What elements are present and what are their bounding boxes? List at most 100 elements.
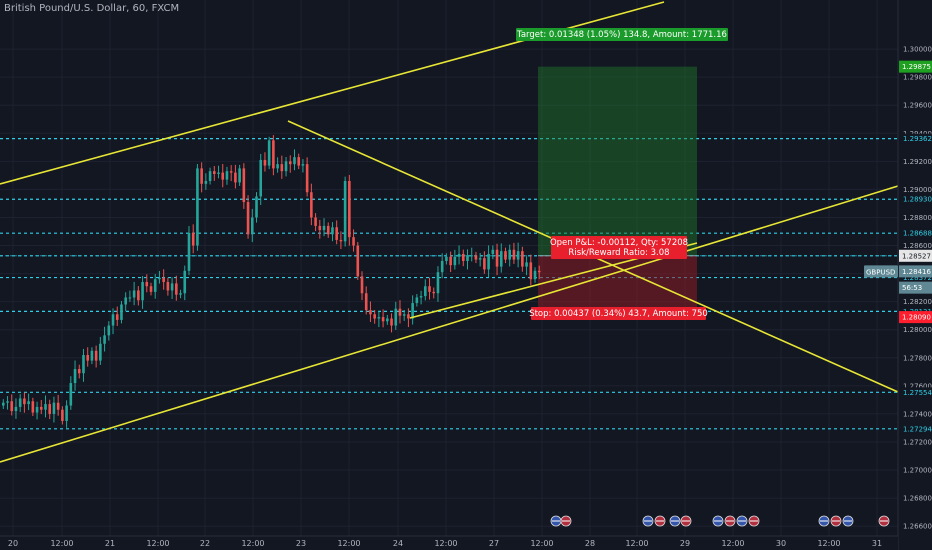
candle-body xyxy=(225,171,229,180)
target-label xyxy=(516,28,728,41)
candle-body xyxy=(440,260,444,273)
price-tick-label: 1.29600 xyxy=(903,102,932,110)
event-flag-icon[interactable] xyxy=(550,515,562,527)
candle-body xyxy=(331,227,334,235)
time-tick-label: 23 xyxy=(296,539,306,548)
candle-body xyxy=(301,164,305,166)
candle-body xyxy=(48,404,52,414)
level-tag-bg xyxy=(899,272,932,283)
candle-body xyxy=(111,314,115,326)
candle-body xyxy=(77,369,81,374)
candle-body xyxy=(56,402,60,410)
candle-body xyxy=(419,296,423,298)
candle-body xyxy=(483,258,486,270)
target-label-text: Target: 0.01348 (1.05%) 134.8, Amount: 1… xyxy=(516,30,727,40)
time-tick-label: 12:00 xyxy=(434,539,457,548)
price-tag xyxy=(899,311,932,324)
candle-body xyxy=(191,232,195,246)
target-zone xyxy=(538,66,697,256)
candle-body xyxy=(52,402,56,414)
event-flag-icon[interactable] xyxy=(680,515,692,527)
time-tick-label: 24 xyxy=(393,539,403,548)
candle-body xyxy=(149,286,153,292)
candle-body xyxy=(145,282,149,287)
time-tick-label: 12:00 xyxy=(50,539,73,548)
price-tag xyxy=(899,281,932,294)
candle-body xyxy=(377,317,381,319)
trend-lines xyxy=(0,1,899,463)
candle-body xyxy=(453,256,457,266)
candle-body xyxy=(263,159,267,166)
time-tick-label: 12:00 xyxy=(146,539,169,548)
event-flag-icon[interactable] xyxy=(878,515,890,527)
candle-body xyxy=(445,256,448,261)
candle-body xyxy=(297,157,300,166)
price-tick-label: 1.26600 xyxy=(903,523,932,531)
candle-body xyxy=(407,314,410,319)
event-flag-icon[interactable] xyxy=(712,515,724,527)
candle-body xyxy=(179,293,182,295)
time-axis: 20 12:00 21 12:00 22 12:00 23 12:00 24 12:00 27 12:… xyxy=(0,535,898,550)
time-tick-label: 29 xyxy=(680,539,690,548)
time-tick-label: 22 xyxy=(200,539,210,548)
event-flag-icon[interactable] xyxy=(830,515,842,527)
candle-body xyxy=(267,140,271,166)
candle-body xyxy=(221,172,225,180)
candle-body xyxy=(386,318,389,322)
candle-body xyxy=(364,293,368,311)
candle-body xyxy=(516,251,520,260)
candle-body xyxy=(120,304,123,320)
price-tick-label: 1.29000 xyxy=(903,186,932,194)
candle-body xyxy=(107,325,111,336)
candle-body xyxy=(44,404,47,410)
price-tick-label: 1.28600 xyxy=(903,242,932,250)
event-flag-icon[interactable] xyxy=(669,515,681,527)
candle-body xyxy=(491,249,495,254)
event-flag-icon[interactable] xyxy=(748,515,760,527)
candle-body xyxy=(31,401,35,413)
lower-channel-line xyxy=(0,185,899,463)
candle-body xyxy=(305,164,309,193)
candle-body xyxy=(132,290,136,298)
candle-body xyxy=(348,181,351,238)
level-tag-label: 1.27554 xyxy=(903,389,932,397)
position-labels: Target: 0.01348 (1.05%) 134.8, Amount: 1… xyxy=(516,28,728,320)
candle-body xyxy=(356,245,360,277)
level-tag-bg xyxy=(899,133,932,144)
candle-body xyxy=(94,350,98,361)
long-position-tool xyxy=(0,66,898,318)
candle-body xyxy=(402,314,406,316)
pnl-label xyxy=(551,236,687,259)
time-tick-label: 12:00 xyxy=(625,539,648,548)
candle-body xyxy=(411,303,414,319)
candle-body xyxy=(352,237,355,246)
candle-body xyxy=(2,402,5,406)
time-tick-label: 27 xyxy=(489,539,499,548)
candle-body xyxy=(255,196,258,218)
candle-body xyxy=(158,277,161,280)
price-tag-label: 1.28090 xyxy=(902,314,931,322)
level-tag-bg xyxy=(899,423,932,434)
price-tick-label: 1.27000 xyxy=(903,467,932,475)
candle-body xyxy=(360,276,364,294)
candle-body xyxy=(90,350,94,361)
candle-body xyxy=(533,270,537,280)
event-flag-icon[interactable] xyxy=(654,515,666,527)
event-flag-icon[interactable] xyxy=(842,515,854,527)
time-tick-label: 20 xyxy=(8,539,18,548)
candle-body xyxy=(508,249,511,260)
candle-body xyxy=(153,279,157,292)
price-tag-label: 56:53 xyxy=(902,284,922,292)
candle-body xyxy=(162,277,165,283)
event-flag-icon[interactable] xyxy=(736,515,748,527)
candle-body xyxy=(246,202,250,235)
price-tick-label: 1.28200 xyxy=(903,298,932,306)
event-flag-icon[interactable] xyxy=(724,515,736,527)
event-flag-icon[interactable] xyxy=(642,515,654,527)
candle-body xyxy=(293,157,296,165)
event-flag-icon[interactable] xyxy=(818,515,830,527)
candle-body xyxy=(381,317,385,322)
candle-body xyxy=(466,255,469,261)
event-flag-icon[interactable] xyxy=(560,515,572,527)
